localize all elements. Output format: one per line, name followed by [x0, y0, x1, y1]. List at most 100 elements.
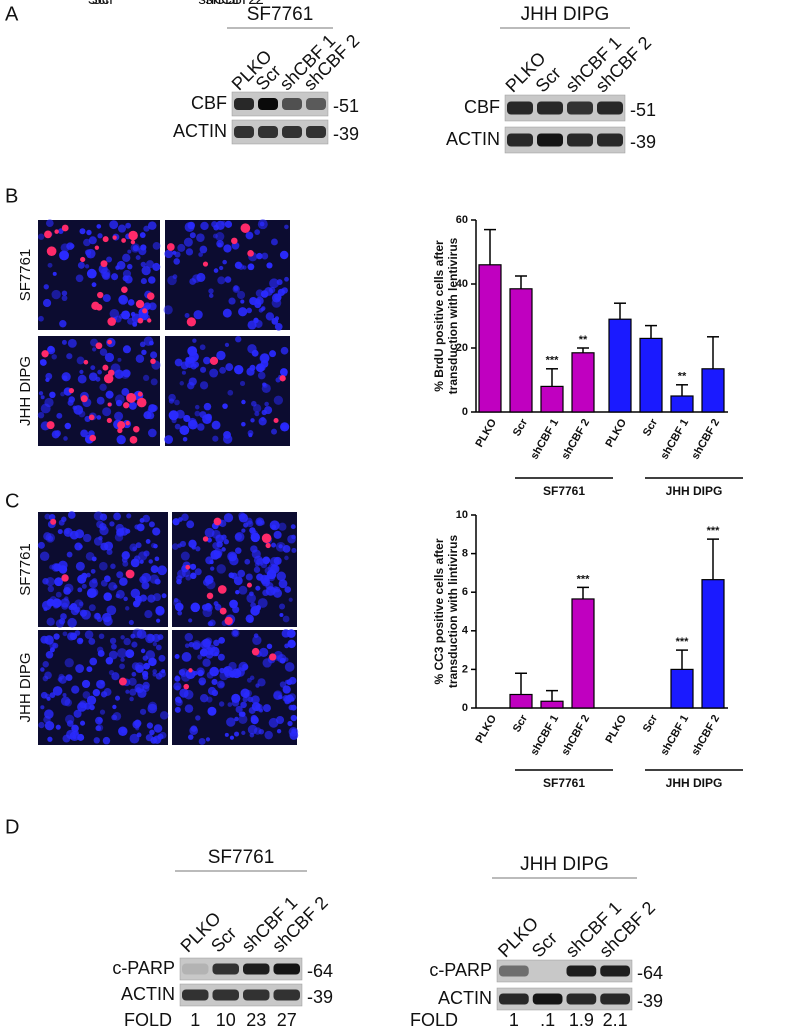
cells — [38, 628, 169, 745]
nucleus — [88, 604, 96, 612]
nucleus — [191, 545, 196, 550]
nucleus — [96, 724, 104, 732]
nucleus — [155, 644, 162, 651]
nucleus — [252, 635, 262, 646]
nucleus — [213, 268, 219, 273]
group-label: SF7761 — [543, 484, 585, 498]
nucleus — [247, 696, 254, 703]
nucleus — [134, 719, 140, 726]
stained-cell — [121, 286, 128, 293]
nucleus — [133, 555, 141, 562]
nucleus — [240, 299, 245, 304]
nucleus — [145, 650, 156, 660]
nucleus — [279, 603, 286, 610]
bar — [608, 318, 632, 413]
nucleus — [139, 341, 146, 348]
nucleus — [152, 672, 157, 677]
nucleus — [40, 705, 45, 710]
nucleus — [266, 643, 273, 650]
nucleus — [37, 411, 45, 419]
nucleus — [78, 601, 84, 607]
nucleus — [130, 588, 141, 599]
nucleus — [109, 637, 117, 645]
nucleus — [65, 674, 73, 682]
nucleus — [241, 528, 246, 533]
group-label: JHH DIPG — [666, 776, 723, 790]
stained-cell — [146, 292, 155, 300]
nucleus — [57, 677, 63, 682]
nucleus — [148, 276, 156, 284]
nucleus — [134, 524, 140, 530]
nucleus — [181, 370, 186, 375]
y-tick-label: 8 — [462, 548, 468, 560]
stained-cell — [61, 574, 69, 582]
nucleus — [92, 688, 101, 697]
nucleus — [143, 374, 150, 382]
nucleus — [240, 701, 247, 709]
band — [566, 965, 597, 977]
nucleus — [45, 377, 50, 383]
stained-cell — [135, 299, 145, 309]
nucleus — [122, 345, 131, 354]
nucleus — [174, 358, 183, 367]
x-tick-label: shCBF 1 — [528, 417, 561, 462]
nucleus — [112, 704, 117, 710]
nucleus — [123, 596, 128, 602]
nucleus — [147, 703, 158, 714]
nucleus — [279, 612, 284, 618]
nucleus — [260, 360, 269, 368]
nucleus — [51, 563, 61, 572]
band — [567, 133, 593, 147]
nucleus — [287, 534, 296, 544]
nucleus — [284, 643, 289, 649]
row-label: JHH DIPG — [17, 652, 34, 722]
nucleus — [108, 650, 118, 660]
band — [212, 963, 239, 975]
nucleus — [208, 288, 214, 294]
nucleus — [75, 664, 85, 673]
stained-cell — [106, 417, 112, 424]
nucleus — [277, 654, 287, 664]
nucleus — [184, 222, 195, 232]
significance: *** — [546, 355, 560, 367]
nucleus — [189, 232, 196, 239]
nucleus — [285, 694, 294, 703]
panel-letter: C — [5, 490, 19, 512]
nucleus — [211, 678, 218, 686]
nucleus — [222, 308, 232, 318]
nucleus — [48, 513, 56, 521]
nucleus — [177, 243, 186, 252]
nucleus — [53, 633, 60, 640]
nucleus — [194, 404, 200, 410]
nucleus — [262, 704, 271, 713]
nucleus — [135, 354, 145, 363]
nucleus — [257, 678, 266, 687]
nucleus — [67, 338, 77, 348]
nucleus — [200, 366, 207, 373]
nucleus — [80, 720, 86, 726]
nucleus — [268, 286, 276, 294]
stained-cell — [202, 261, 209, 267]
nucleus — [229, 735, 235, 740]
nucleus — [287, 720, 293, 727]
nucleus — [219, 366, 227, 374]
nucleus — [218, 636, 225, 644]
nucleus — [268, 717, 279, 728]
nucleus — [207, 686, 217, 696]
nucleus — [129, 696, 134, 702]
nucleus — [227, 702, 233, 707]
nucleus — [177, 610, 183, 616]
band — [234, 126, 254, 138]
y-axis-label: transduction with lentivirus — [446, 237, 460, 394]
nucleus — [189, 563, 197, 570]
nucleus — [249, 296, 258, 306]
stained-cell — [102, 364, 109, 371]
nucleus — [184, 632, 194, 642]
nucleus — [104, 575, 111, 583]
stained-cell — [112, 235, 117, 240]
x-tick-label: shCBF 1 — [528, 713, 561, 758]
nucleus — [224, 732, 229, 737]
nucleus — [81, 609, 91, 620]
nucleus — [81, 679, 91, 689]
nucleus — [235, 705, 243, 714]
